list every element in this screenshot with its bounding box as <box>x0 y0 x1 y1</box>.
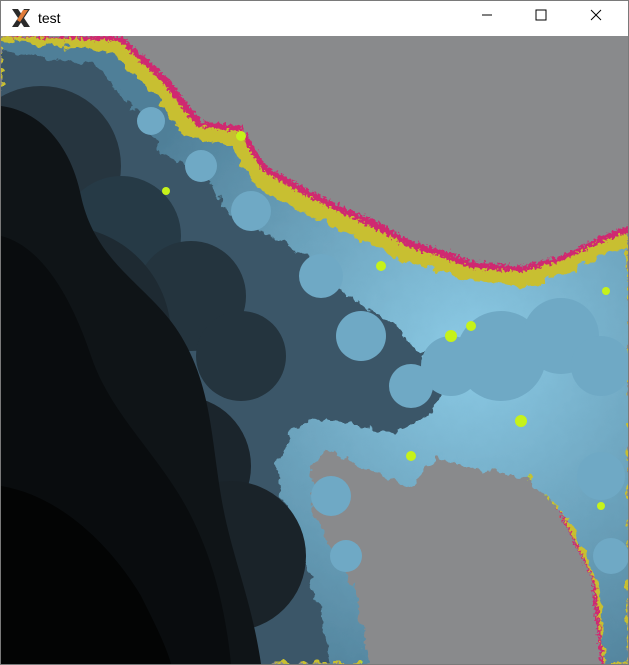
lime-highlights <box>162 131 610 510</box>
blue-bulbs <box>137 107 628 574</box>
maximize-button[interactable] <box>518 1 564 33</box>
close-icon <box>590 8 602 26</box>
maximize-icon <box>535 8 547 26</box>
minimize-button[interactable] <box>464 1 510 33</box>
title-bar[interactable]: test <box>1 1 628 35</box>
window-title: test <box>38 10 61 26</box>
fractal-image <box>1 36 628 664</box>
close-button[interactable] <box>573 1 619 33</box>
interior-region <box>1 106 261 664</box>
minimize-icon <box>481 8 493 26</box>
x-window-system-icon <box>10 7 32 29</box>
render-canvas[interactable] <box>1 36 628 664</box>
